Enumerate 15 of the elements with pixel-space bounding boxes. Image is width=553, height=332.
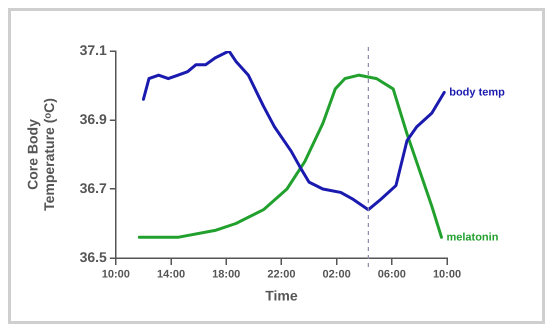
x-tick-label: 06:00 xyxy=(378,268,406,281)
x-tick-label: 14:00 xyxy=(156,268,186,281)
y-axis-title: Core Body Temperature (ᵒC) xyxy=(24,98,58,211)
x-tick-label: 22:00 xyxy=(267,268,296,281)
x-tick-label: 18:00 xyxy=(212,268,240,281)
x-tick-label: 10:00 xyxy=(102,268,130,281)
x-tick-label: 10:00 xyxy=(432,268,462,281)
y-tick-label: 37.1 xyxy=(80,42,108,58)
y-tick-label: 36.7 xyxy=(80,180,108,196)
series-label: melatonin xyxy=(446,231,499,244)
y-tick-label: 36.5 xyxy=(80,248,108,265)
y-tick-label: 36.9 xyxy=(80,110,108,127)
x-tick-label: 02:00 xyxy=(322,268,351,281)
series-label: body temp xyxy=(449,86,506,98)
x-axis-title: Time xyxy=(265,287,298,304)
